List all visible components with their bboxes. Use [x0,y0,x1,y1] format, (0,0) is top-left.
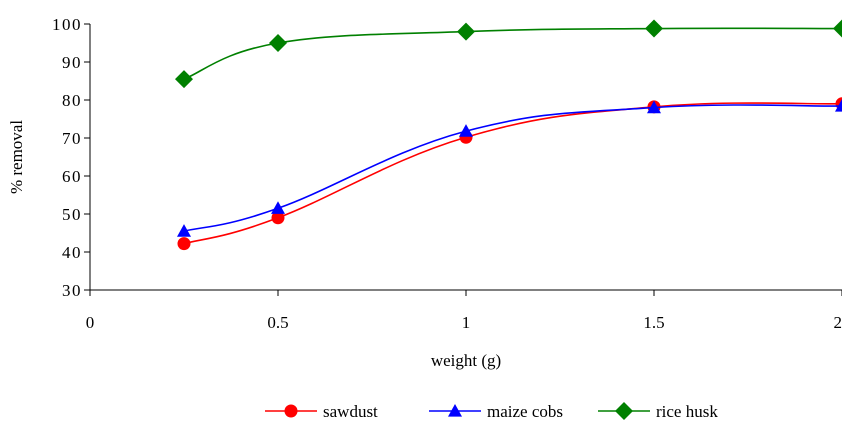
data-point-rice-husk [175,70,193,89]
legend-item-sawdust: sawdust [265,402,378,421]
plot-area [175,19,842,251]
series-maize-cobs [177,99,842,237]
y-tick-label: 90 [62,53,82,72]
data-point-rice-husk [457,22,475,41]
data-point-maize-cobs [459,124,473,137]
legend: sawdust maize cobs rice husk [265,402,718,421]
legend-label-rice-husk: rice husk [656,402,718,421]
series-rice-husk [175,19,842,89]
x-axis-label: weight (g) [431,351,501,370]
y-tick-label: 50 [62,205,82,224]
series-line-maize-cobs [183,104,842,232]
x-tick-label: 1 [462,313,471,332]
x-tick-label: 1.5 [643,313,664,332]
legend-item-rice-husk: rice husk [598,402,718,421]
legend-marker-rice-husk [615,402,633,420]
y-tick-labels: 30 40 50 60 70 80 90 100 [52,15,90,300]
y-tick-label: 30 [62,281,82,300]
legend-item-maize-cobs: maize cobs [429,402,563,421]
data-point-maize-cobs [271,201,285,214]
data-point-rice-husk [833,19,842,38]
legend-label-sawdust: sawdust [323,402,378,421]
data-point-maize-cobs [177,224,191,237]
y-tick-label: 80 [62,91,82,110]
data-point-maize-cobs [835,99,842,112]
legend-label-maize-cobs: maize cobs [487,402,563,421]
series-line-rice-husk [183,27,842,80]
x-tick-labels: 0 0.5 1 1.5 2 [86,290,842,332]
y-axis-label: % removal [7,120,26,194]
data-point-sawdust [271,211,285,225]
legend-marker-maize-cobs [448,404,462,417]
data-point-sawdust [177,237,191,251]
series-line-sawdust [183,102,842,245]
y-tick-label: 70 [62,129,82,148]
x-tick-label: 0 [86,313,95,332]
legend-marker-sawdust [284,404,298,418]
x-tick-label: 2 [834,313,842,332]
x-tick-label: 0.5 [267,313,288,332]
data-point-rice-husk [645,19,663,38]
y-tick-label: 60 [62,167,82,186]
data-point-rice-husk [269,34,287,52]
data-point-maize-cobs [647,100,661,114]
y-tick-label: 100 [52,15,82,34]
y-tick-label: 40 [62,243,82,262]
